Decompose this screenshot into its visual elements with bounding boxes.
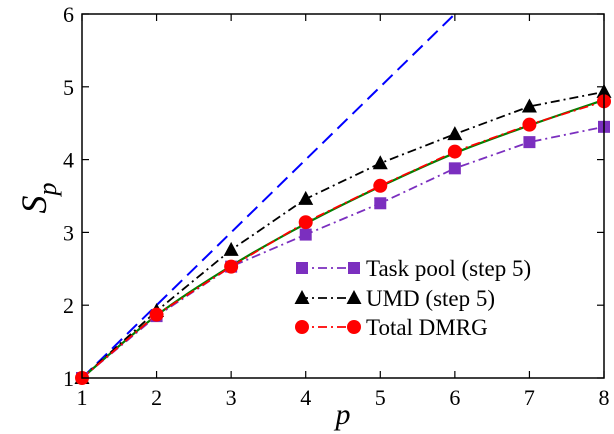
x-tick-label-1: 2 [151, 385, 162, 410]
legend: Task pool (step 5) UMD (step 5) Total DMRG [294, 256, 531, 340]
series-1-point-2 [223, 241, 239, 256]
series-2-point-6 [522, 117, 537, 132]
legend-marker-start-0 [296, 262, 308, 274]
y-tick-label-4: 5 [63, 75, 74, 100]
legend-marker-end-1 [346, 290, 362, 304]
x-tick-label-3: 4 [300, 385, 311, 410]
series-markers [74, 83, 612, 385]
tick-marks [81, 13, 605, 379]
series-2-point-4 [373, 178, 388, 193]
y-axis-label: Sp [14, 183, 62, 214]
x-tick-label-6: 7 [524, 385, 535, 410]
series-1-point-3 [298, 190, 314, 205]
x-tick-label-2: 3 [226, 385, 237, 410]
x-axis-label: p [334, 398, 351, 431]
series-0-point-6 [523, 136, 536, 149]
series-0-point-4 [374, 197, 387, 210]
legend-marker-end-2 [347, 320, 361, 334]
series-2-point-2 [224, 259, 239, 274]
tick-labels: 1 2 3 4 5 6 7 8 1 2 3 4 5 6 [63, 2, 610, 410]
legend-marker-end-0 [348, 262, 360, 274]
legend-marker-start-2 [295, 320, 309, 334]
series-line-1 [81, 91, 605, 379]
y-tick-label-2: 3 [63, 220, 74, 245]
x-tick-label-5: 6 [449, 385, 460, 410]
svg-text:Sp: Sp [14, 183, 62, 214]
ideal-speedup-line [81, 13, 456, 379]
legend-label-0: Task pool (step 5) [366, 256, 531, 281]
y-tick-label-5: 6 [63, 2, 74, 27]
y-tick-label-0: 1 [63, 366, 74, 391]
y-axis-label-sub: p [33, 183, 62, 198]
x-tick-label-7: 8 [599, 385, 610, 410]
series-lines [81, 13, 605, 379]
series-line-0 [81, 125, 605, 379]
series-2-point-3 [298, 215, 313, 230]
plot-frame [81, 13, 605, 379]
y-tick-label-3: 4 [63, 148, 74, 173]
series-0-point-5 [448, 162, 461, 175]
series-1-point-6 [521, 98, 537, 113]
x-tick-label-4: 5 [375, 385, 386, 410]
y-tick-label-1: 2 [63, 293, 74, 318]
series-2-point-5 [447, 144, 462, 159]
series-2-point-1 [149, 307, 164, 322]
legend-label-2: Total DMRG [366, 315, 488, 340]
legend-marker-start-1 [294, 290, 310, 304]
y-axis-label-main: S [14, 196, 54, 214]
legend-label-1: UMD (step 5) [366, 286, 495, 311]
x-tick-label-0: 1 [77, 385, 88, 410]
series-0-point-3 [299, 228, 312, 241]
series-1-point-4 [372, 155, 388, 170]
series-1-point-5 [447, 126, 463, 141]
